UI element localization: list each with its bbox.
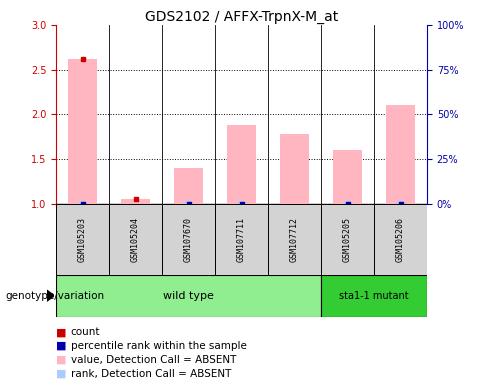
Bar — [109, 204, 162, 275]
Bar — [121, 199, 150, 204]
Bar — [333, 150, 362, 204]
Bar — [238, 201, 245, 204]
Bar — [344, 201, 351, 204]
Text: rank, Detection Call = ABSENT: rank, Detection Call = ABSENT — [71, 369, 231, 379]
Bar — [79, 201, 86, 204]
Title: GDS2102 / AFFX-TrpnX-M_at: GDS2102 / AFFX-TrpnX-M_at — [145, 10, 338, 24]
Text: GSM105204: GSM105204 — [131, 217, 140, 262]
Text: ■: ■ — [56, 341, 67, 351]
Bar — [174, 168, 203, 204]
Bar — [68, 59, 97, 204]
Text: percentile rank within the sample: percentile rank within the sample — [71, 341, 246, 351]
Text: sta1-1 mutant: sta1-1 mutant — [339, 291, 409, 301]
Bar — [321, 204, 374, 275]
Text: genotype/variation: genotype/variation — [5, 291, 104, 301]
Bar — [397, 201, 404, 204]
Text: ■: ■ — [56, 327, 67, 337]
Bar — [215, 204, 268, 275]
Bar — [321, 275, 427, 317]
Text: GSM107670: GSM107670 — [184, 217, 193, 262]
Text: wild type: wild type — [163, 291, 214, 301]
Bar — [280, 134, 309, 204]
Text: GSM105205: GSM105205 — [343, 217, 352, 262]
Bar — [374, 204, 427, 275]
Text: GSM107712: GSM107712 — [290, 217, 299, 262]
Text: count: count — [71, 327, 100, 337]
Text: ■: ■ — [56, 355, 67, 365]
Bar — [268, 204, 321, 275]
Bar — [56, 275, 321, 317]
Bar — [162, 204, 215, 275]
Text: GSM105203: GSM105203 — [78, 217, 87, 262]
Bar — [386, 105, 415, 204]
Bar — [185, 201, 192, 204]
Text: GSM107711: GSM107711 — [237, 217, 246, 262]
Polygon shape — [47, 290, 54, 301]
Bar — [227, 125, 256, 204]
Text: GSM105206: GSM105206 — [396, 217, 405, 262]
Text: ■: ■ — [56, 369, 67, 379]
Bar — [56, 204, 109, 275]
Text: value, Detection Call = ABSENT: value, Detection Call = ABSENT — [71, 355, 236, 365]
